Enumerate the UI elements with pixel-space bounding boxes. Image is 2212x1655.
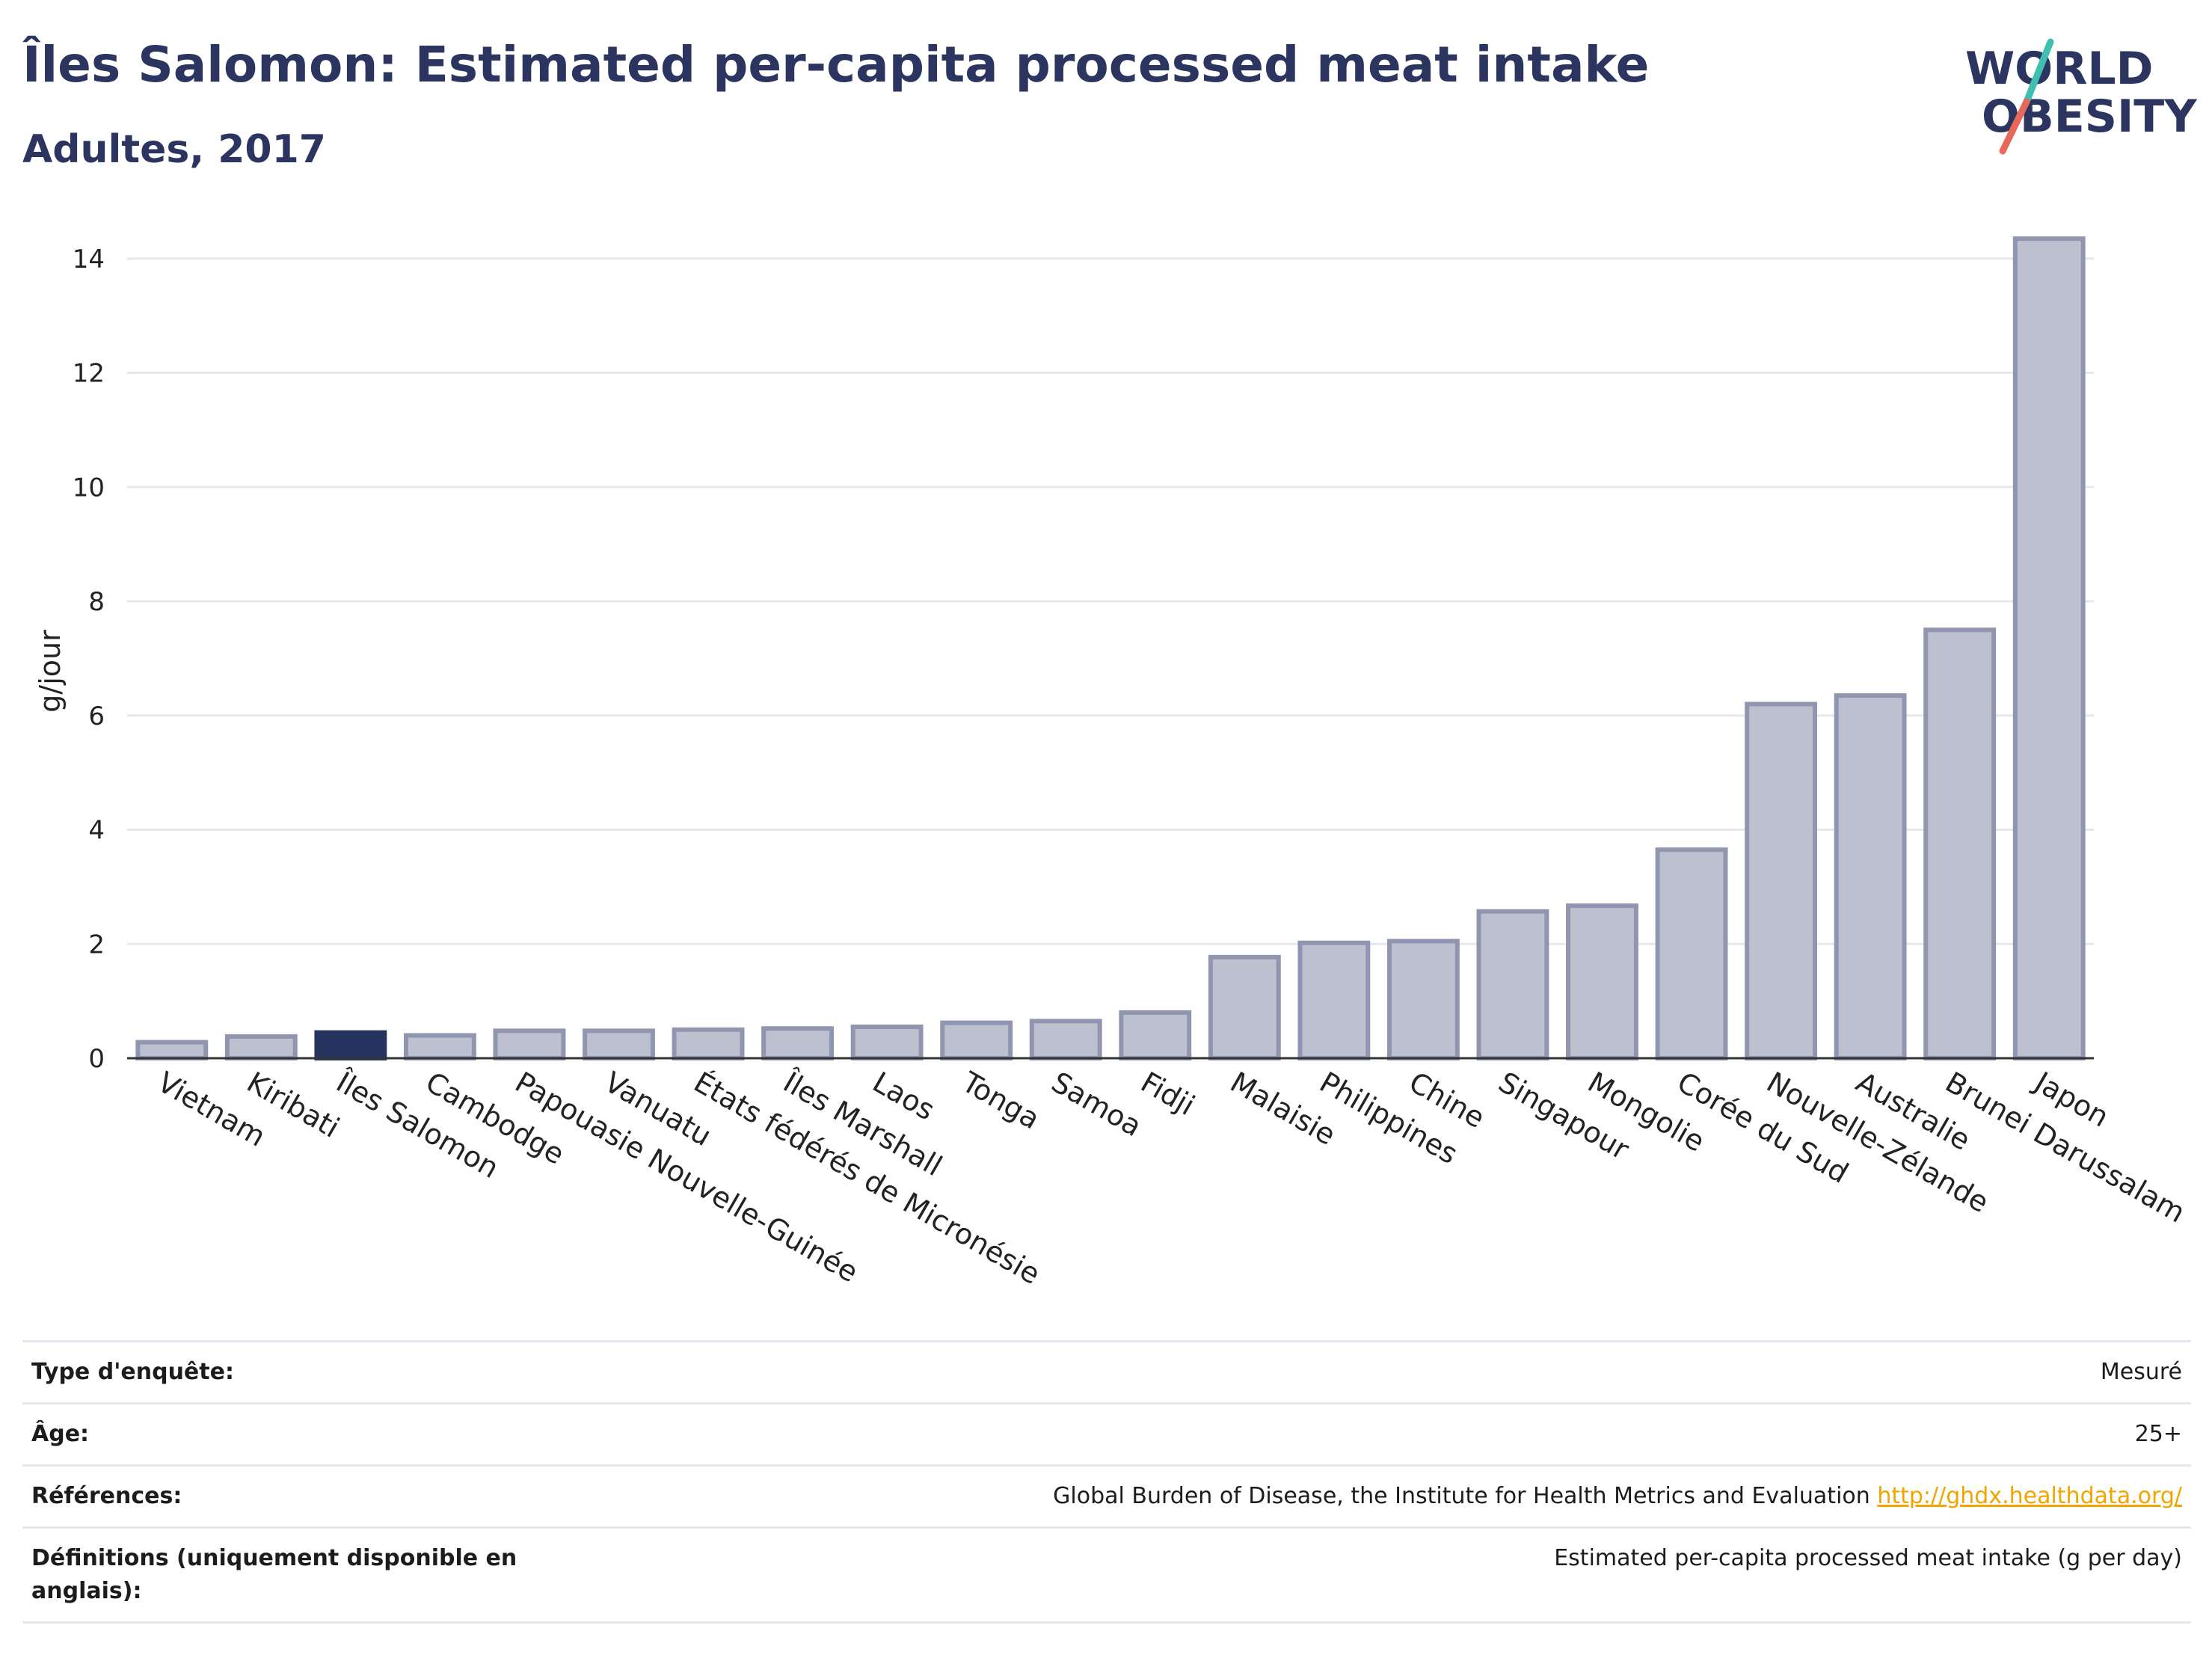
info-value: Estimated per-capita processed meat inta…: [1554, 1545, 2182, 1571]
bar: [1923, 627, 1997, 1060]
info-key: Âge:: [31, 1421, 90, 1447]
bar: [135, 1040, 209, 1061]
bar: [583, 1028, 655, 1060]
y-tick-label: 6: [88, 701, 105, 731]
bar: [1119, 1010, 1192, 1060]
y-tick-label: 8: [88, 587, 105, 617]
bar: [672, 1027, 745, 1060]
bar: [403, 1033, 476, 1060]
bar: [1566, 903, 1638, 1060]
chart-title: Îles Salomon: Estimated per-capita proce…: [22, 36, 1650, 93]
bar: [1476, 909, 1549, 1061]
bar: [1208, 954, 1281, 1060]
reference-text: Global Burden of Disease, the Institute …: [1053, 1483, 1878, 1509]
bar: [1655, 847, 1728, 1060]
bar: [493, 1028, 566, 1060]
info-row-age: Âge: 25+: [22, 1402, 2191, 1464]
logo-line1: WORLD: [1965, 43, 2153, 95]
info-key: Type d'enquête:: [31, 1359, 234, 1385]
bar: [2012, 236, 2086, 1061]
info-row-survey-type: Type d'enquête: Mesuré: [22, 1340, 2191, 1402]
bar: [314, 1030, 387, 1060]
x-tick-label: Tonga: [956, 1065, 1045, 1135]
bar: [1834, 693, 1907, 1061]
logo-slash-teal: [2023, 38, 2054, 105]
info-row-definitions: Définitions (uniquement disponible en an…: [22, 1526, 2191, 1624]
bar: [1745, 701, 1818, 1060]
bar: [1297, 940, 1371, 1061]
bar: [224, 1034, 298, 1061]
x-tick-label: Samoa: [1046, 1066, 1147, 1143]
bar: [1029, 1019, 1102, 1061]
reference-link[interactable]: http://ghdx.healthdata.org/: [1877, 1483, 2182, 1509]
info-value: 25+: [2134, 1421, 2182, 1447]
info-row-references: Références: Global Burden of Disease, th…: [22, 1464, 2191, 1526]
info-table: Type d'enquête: Mesuré Âge: 25+ Référenc…: [22, 1340, 2191, 1624]
y-axis-label: g/jour: [34, 630, 67, 713]
y-tick-label: 4: [88, 816, 105, 846]
info-key: Références:: [31, 1483, 182, 1509]
bar: [761, 1026, 835, 1061]
bar: [850, 1024, 924, 1061]
info-value: Mesuré: [2100, 1359, 2182, 1385]
world-obesity-logo: WORLD OBESITY: [1965, 38, 2198, 155]
bar: [940, 1020, 1013, 1060]
y-tick-label: 2: [88, 930, 105, 959]
info-key: Définitions (uniquement disponible en an…: [31, 1545, 517, 1604]
y-tick-label: 10: [73, 473, 105, 503]
info-value-wrap: Global Burden of Disease, the Institute …: [1053, 1467, 2182, 1526]
y-tick-label: 14: [73, 245, 105, 274]
chart-subtitle: Adultes, 2017: [22, 127, 326, 172]
y-tick-label: 12: [73, 359, 105, 389]
logo-slash-red: [1999, 98, 2030, 155]
bar: [1386, 939, 1460, 1060]
y-tick-label: 0: [88, 1044, 105, 1074]
